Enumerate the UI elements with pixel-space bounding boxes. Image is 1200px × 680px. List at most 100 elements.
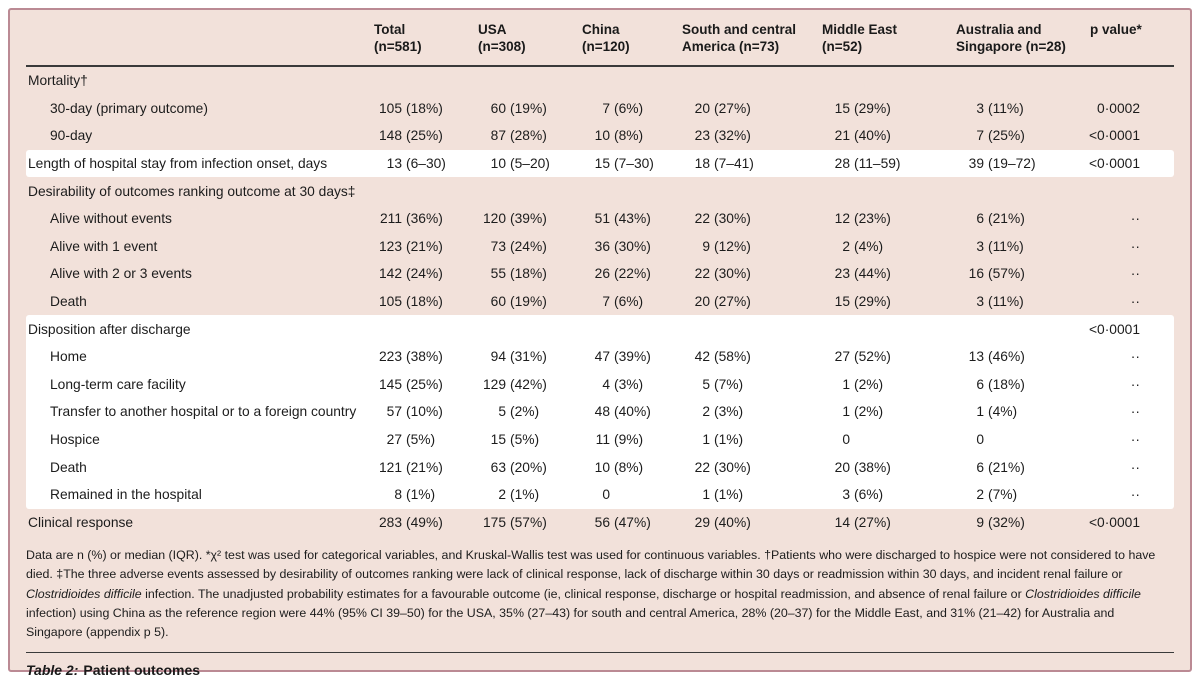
col-header-line2: Singapore (n=28) bbox=[956, 39, 1066, 54]
cell-number: 0 bbox=[602, 487, 610, 503]
cell-south-central-america: 18 (7–41) bbox=[670, 156, 810, 171]
cell-china: 48 (40%) bbox=[570, 404, 670, 419]
cell-number: 121 bbox=[378, 459, 402, 475]
patient-outcomes-table: Total (n=581) USA (n=308) China (n=120) South … bbox=[8, 8, 1192, 678]
cell-number: 9 bbox=[976, 514, 984, 530]
cell-parenthetical: (58%) bbox=[714, 349, 751, 365]
cell-parenthetical: (6%) bbox=[614, 294, 644, 310]
cell-parenthetical: (4%) bbox=[854, 238, 884, 254]
col-header-china: China (n=120) bbox=[570, 21, 670, 65]
cell-parenthetical: (20%) bbox=[510, 459, 547, 475]
cell-total: 223 (38%) bbox=[362, 349, 466, 364]
cell-parenthetical: (21%) bbox=[988, 211, 1025, 227]
cell-parenthetical: (38%) bbox=[406, 349, 443, 365]
table-row: Alive with 2 or 3 events 142 (24%) 55 (18%) 2… bbox=[26, 260, 1174, 288]
cell-p-value: ·· bbox=[1130, 487, 1140, 503]
cell-parenthetical: (46%) bbox=[988, 349, 1025, 365]
row-label: Clinical response bbox=[28, 514, 134, 530]
cell-parenthetical: (39%) bbox=[510, 211, 547, 227]
cell-parenthetical: (21%) bbox=[988, 459, 1025, 475]
cell-total: 13 (6–30) bbox=[362, 156, 466, 171]
cell-usa: 94 (31%) bbox=[466, 349, 570, 364]
cell-usa: 129 (42%) bbox=[466, 377, 570, 392]
cell-p-value: ·· bbox=[1130, 404, 1140, 420]
cell-middle-east: 20 (38%) bbox=[810, 460, 944, 475]
cell-china: 47 (39%) bbox=[570, 349, 670, 364]
cell-number: 63 bbox=[490, 459, 506, 475]
cell-parenthetical: (38%) bbox=[854, 459, 891, 475]
cell-parenthetical: (24%) bbox=[406, 266, 443, 282]
cell-number: 29 bbox=[694, 514, 710, 530]
cell-usa: 5 (2%) bbox=[466, 404, 570, 419]
cell-total: 57 (10%) bbox=[362, 404, 466, 419]
cell-usa: 15 (5%) bbox=[466, 432, 570, 447]
cell-parenthetical: (8%) bbox=[614, 128, 644, 144]
cell-number: 20 bbox=[834, 459, 850, 475]
cell-total: 283 (49%) bbox=[362, 515, 466, 530]
cell-middle-east: 15 (29%) bbox=[810, 294, 944, 309]
cell-number: 28 bbox=[834, 156, 850, 172]
cell-australia-singapore: 6 (21%) bbox=[944, 460, 1078, 475]
col-header-line2: (n=120) bbox=[582, 39, 630, 54]
cell-australia-singapore: 9 (32%) bbox=[944, 515, 1078, 530]
cell-total: 145 (25%) bbox=[362, 377, 466, 392]
cell-australia-singapore: 3 (11%) bbox=[944, 294, 1078, 309]
table-row: Alive with 1 event 123 (21%) 73 (24%) 36 (30%)… bbox=[26, 233, 1174, 261]
cell-p-value: ·· bbox=[1130, 238, 1140, 254]
cell-south-central-america: 9 (12%) bbox=[670, 239, 810, 254]
table-caption-title: Patient outcomes bbox=[83, 662, 201, 679]
col-header-line1: South and central bbox=[682, 22, 797, 37]
cell-china: 26 (22%) bbox=[570, 266, 670, 281]
cell-parenthetical: (11%) bbox=[988, 294, 1024, 310]
cell-parenthetical: (7–41) bbox=[714, 156, 754, 172]
cell-parenthetical: (25%) bbox=[988, 128, 1025, 144]
cell-number: 0 bbox=[842, 432, 850, 448]
cell-number: 13 bbox=[386, 156, 402, 172]
cell-parenthetical: (52%) bbox=[854, 349, 891, 365]
cell-number: 23 bbox=[834, 266, 850, 282]
cell-south-central-america: 1 (1%) bbox=[670, 432, 810, 447]
col-header-line2: America (n=73) bbox=[682, 39, 780, 54]
cell-south-central-america: 22 (30%) bbox=[670, 266, 810, 281]
row-label: Transfer to another hospital or to a for… bbox=[50, 404, 357, 420]
cell-usa: 87 (28%) bbox=[466, 128, 570, 143]
cell-p-value: ·· bbox=[1130, 294, 1140, 310]
cell-number: 55 bbox=[490, 266, 506, 282]
cell-number: 57 bbox=[386, 404, 402, 420]
cell-australia-singapore: 6 (21%) bbox=[944, 211, 1078, 226]
cell-number: 39 bbox=[968, 156, 984, 172]
cell-p-value: ·· bbox=[1130, 459, 1140, 475]
cell-australia-singapore: 3 (11%) bbox=[944, 239, 1078, 254]
footnote-text: Data are n (%) or median (IQR). *χ² test… bbox=[26, 548, 1156, 582]
col-header-middle-east: Middle East (n=52) bbox=[810, 21, 944, 65]
cell-south-central-america: 42 (58%) bbox=[670, 349, 810, 364]
cell-usa: 55 (18%) bbox=[466, 266, 570, 281]
cell-parenthetical: (18%) bbox=[510, 266, 547, 282]
cell-number: 145 bbox=[378, 376, 402, 392]
cell-number: 10 bbox=[594, 459, 610, 475]
cell-china: 11 (9%) bbox=[570, 432, 670, 447]
cell-p-value: <0·0001 bbox=[1088, 156, 1140, 172]
cell-number: 1 bbox=[702, 432, 710, 448]
cell-number: 3 bbox=[842, 487, 850, 503]
cell-parenthetical: (1%) bbox=[406, 487, 436, 503]
cell-middle-east: 1 (2%) bbox=[810, 404, 944, 419]
cell-parenthetical: (25%) bbox=[406, 128, 443, 144]
cell-number: 15 bbox=[834, 100, 850, 116]
cell-number: 60 bbox=[490, 294, 506, 310]
cell-parenthetical: (11–59) bbox=[854, 156, 901, 172]
cell-number: 27 bbox=[386, 432, 402, 448]
cell-parenthetical: (24%) bbox=[510, 238, 547, 254]
cell-number: 20 bbox=[694, 294, 710, 310]
cell-middle-east: 3 (6%) bbox=[810, 487, 944, 502]
cell-number: 283 bbox=[378, 514, 402, 530]
cell-parenthetical: (22%) bbox=[614, 266, 651, 282]
cell-number: 48 bbox=[594, 404, 610, 420]
cell-total: 27 (5%) bbox=[362, 432, 466, 447]
cell-usa: 2 (1%) bbox=[466, 487, 570, 502]
cell-number: 7 bbox=[976, 128, 984, 144]
cell-number: 47 bbox=[594, 349, 610, 365]
cell-parenthetical: (40%) bbox=[614, 404, 651, 420]
cell-australia-singapore: 39 (19–72) bbox=[944, 156, 1078, 171]
cell-number: 4 bbox=[602, 376, 610, 392]
